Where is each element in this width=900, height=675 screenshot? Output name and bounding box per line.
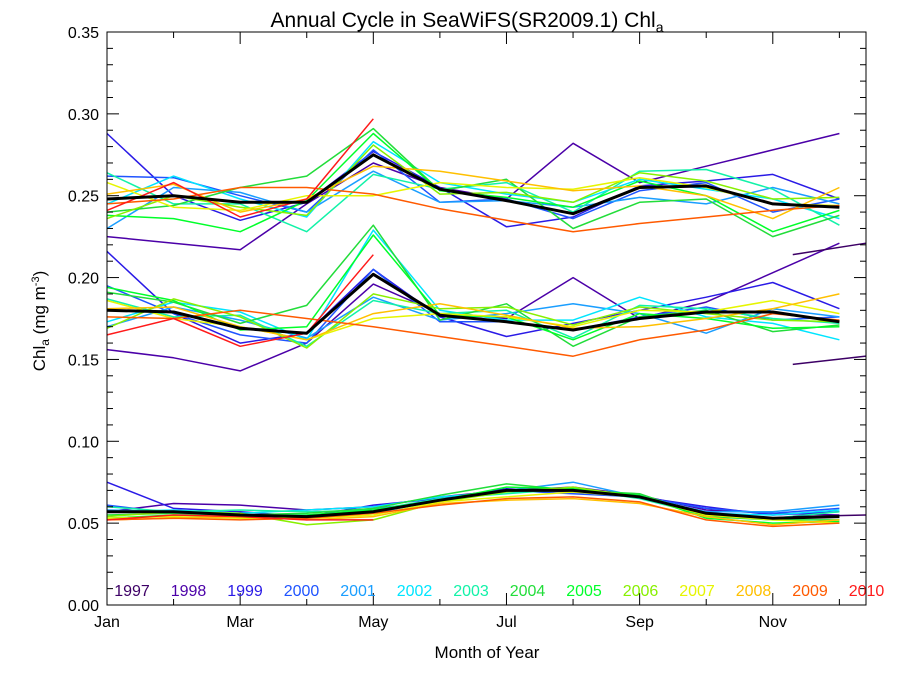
series-2009-group-0	[106, 186, 840, 233]
series-1999-group-1	[106, 250, 840, 344]
legend: 1997 1998 1999 2000 2001 2002 2003 2004 2005 2006…	[114, 583, 884, 600]
y-tick-label-6: 0.30	[68, 107, 99, 124]
series-2009-group-2	[106, 496, 840, 528]
series-2010-group-1	[106, 254, 374, 348]
legend-item-1997: 1997	[114, 583, 150, 600]
legend-item-2007: 2007	[679, 583, 715, 600]
series-2010-group-2	[106, 514, 374, 521]
y-tick-label-5: 0.25	[68, 189, 99, 206]
legend-item-1998: 1998	[171, 583, 207, 600]
series-1997-group-0	[792, 242, 867, 256]
series-2006-group-1	[106, 293, 840, 349]
series-2006-group-0	[106, 144, 840, 220]
series-mean-group-2	[107, 488, 840, 520]
series-2003-group-0	[106, 168, 840, 233]
x-tick-label-2: May	[358, 614, 388, 631]
y-axis-title: Chla (mg m-3)	[30, 271, 52, 372]
legend-item-2003: 2003	[453, 583, 489, 600]
legend-item-2010: 2010	[849, 583, 885, 600]
series-layer	[106, 118, 867, 528]
legend-item-2000: 2000	[284, 583, 320, 600]
ticks-layer: 0.00 0.05 0.10 0.15 0.20 0.25 0.30 0.35 Jan Mar Ma…	[68, 25, 866, 631]
legend-item-2006: 2006	[623, 583, 659, 600]
x-axis-title: Month of Year	[435, 643, 540, 662]
legend-item-1999: 1999	[227, 583, 263, 600]
series-2010-group-0	[106, 118, 374, 218]
series-2004-group-1	[106, 224, 840, 348]
legend-item-2004: 2004	[510, 583, 546, 600]
plot-frame	[106, 31, 867, 606]
chart-title-main: Annual Cycle in SeaWiFS(SR2009.1) Chl	[271, 9, 656, 32]
chart-title-subscript: a	[656, 19, 664, 35]
chart-title: Annual Cycle in SeaWiFS(SR2009.1) Chla	[271, 9, 664, 35]
y-tick-label-2: 0.10	[68, 434, 99, 451]
svg-text:Chla (mg m-3): Chla (mg m-3)	[30, 271, 52, 372]
series-2007-group-2	[106, 491, 840, 524]
series-2004-group-0	[106, 127, 840, 238]
series-2005-group-0	[106, 132, 840, 233]
legend-item-2002: 2002	[397, 583, 433, 600]
series-mean-group-1	[106, 272, 840, 335]
series-1998-group-1	[106, 242, 840, 372]
y-tick-label-4: 0.20	[68, 271, 99, 288]
series-2000-group-1	[106, 268, 840, 344]
series-2001-group-1	[106, 296, 840, 339]
legend-item-2005: 2005	[566, 583, 602, 600]
y-tick-label-1: 0.05	[68, 516, 99, 533]
y-tick-label-7: 0.35	[68, 25, 99, 42]
x-tick-label-0: Jan	[94, 614, 120, 631]
series-2008-group-0	[106, 165, 840, 220]
x-tick-label-3: Jul	[496, 614, 516, 631]
series-mean-group-0	[106, 153, 840, 216]
series-2009-group-1	[106, 309, 840, 357]
x-tick-label-1: Mar	[226, 614, 254, 631]
legend-item-2008: 2008	[736, 583, 772, 600]
x-tick-label-4: Sep	[625, 614, 654, 631]
x-tick-label-5: Nov	[759, 614, 787, 631]
legend-item-2009: 2009	[792, 583, 828, 600]
y-tick-label-3: 0.15	[68, 352, 99, 369]
y-tick-label-0: 0.00	[68, 598, 99, 615]
series-1997-group-1	[792, 355, 867, 366]
legend-item-2001: 2001	[340, 583, 376, 600]
series-1999-group-0	[106, 132, 840, 228]
series-2008-group-1	[106, 293, 840, 341]
